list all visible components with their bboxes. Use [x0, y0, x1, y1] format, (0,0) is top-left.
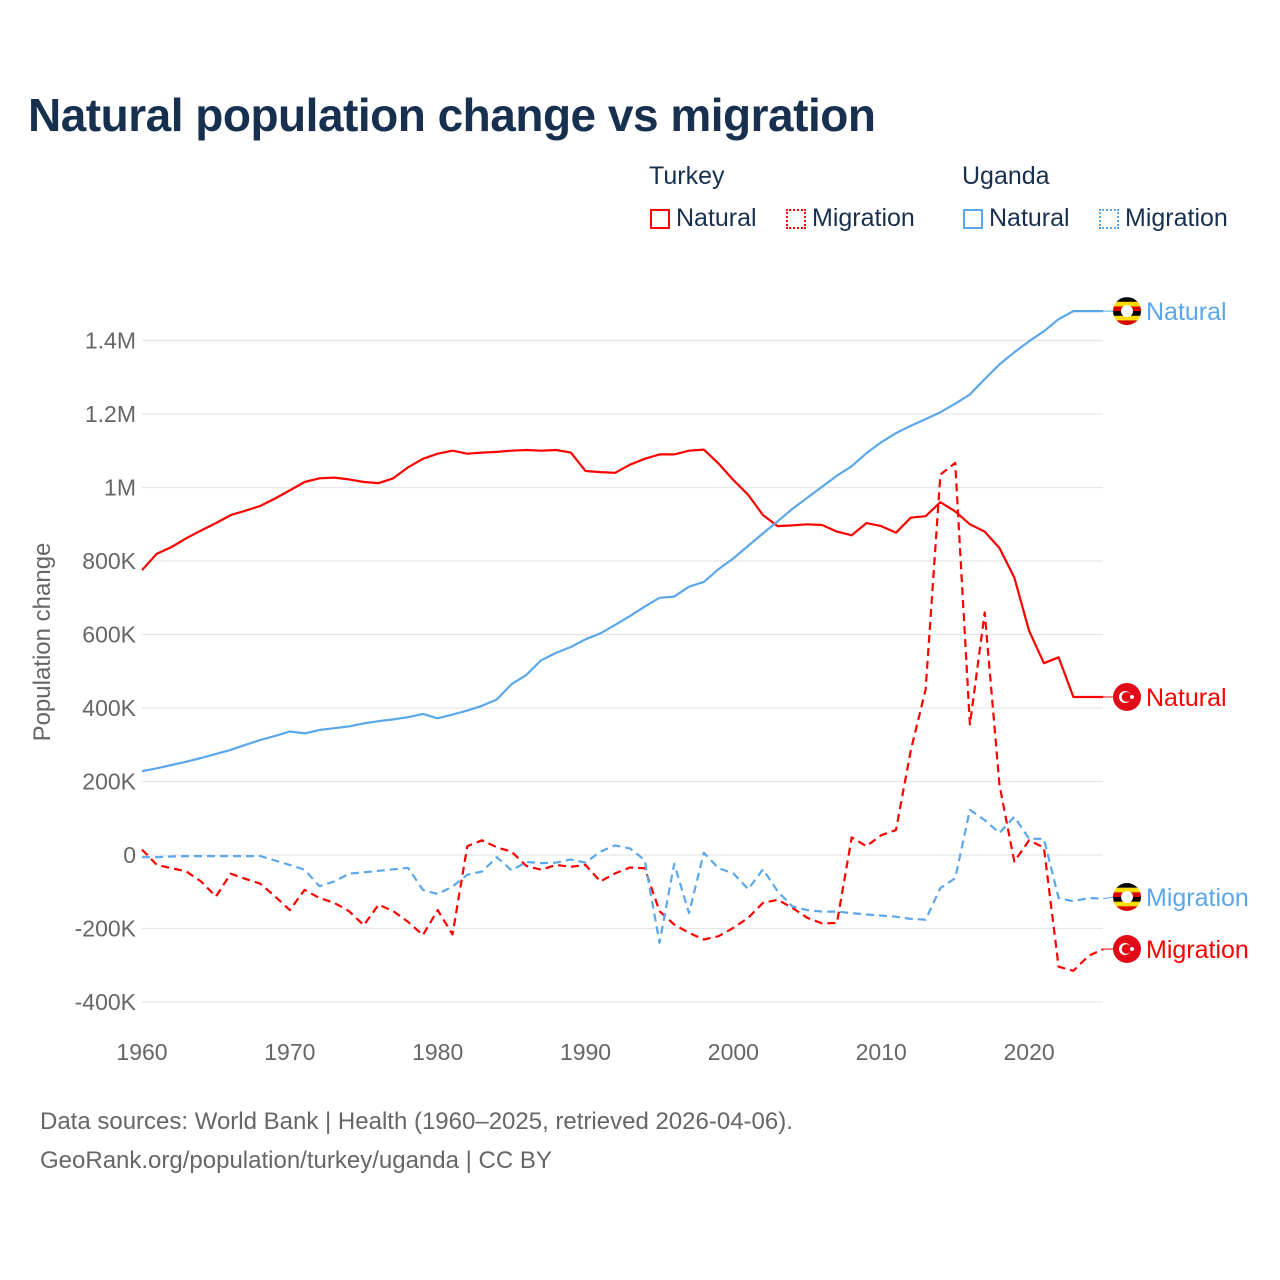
end-label-connector: [1102, 896, 1114, 900]
y-tick-label: 200K: [82, 769, 136, 795]
legend-item-turkey-migration[interactable]: Migration: [786, 204, 915, 233]
turkey-flag-icon: [1113, 935, 1141, 963]
y-tick-label: 1M: [104, 475, 136, 501]
flag-stripe: [1113, 883, 1141, 888]
flag-stripe: [1113, 297, 1141, 303]
x-tick-label: 1960: [116, 1039, 167, 1065]
y-tick-label: -200K: [75, 916, 137, 942]
series-line-uganda-migration: [142, 808, 1104, 944]
legend-label: Migration: [1125, 204, 1228, 232]
y-tick-label: 1.4M: [85, 328, 136, 354]
x-tick-label: 2000: [708, 1039, 759, 1065]
y-tick-label: 1.2M: [85, 401, 136, 427]
legend-item-uganda-migration[interactable]: Migration: [1099, 204, 1228, 233]
end-label-uganda-migration: Migration: [1146, 884, 1249, 912]
flag-stripe: [1113, 906, 1141, 911]
series-line-turkey-migration: [141, 461, 1104, 972]
series-line-turkey-natural: [141, 448, 1103, 699]
flag-crescent-cut: [1121, 944, 1132, 954]
flag-star: [1130, 694, 1134, 699]
footer-attribution: GeoRank.org/population/turkey/uganda | C…: [40, 1147, 552, 1174]
legend-item-uganda-natural[interactable]: Natural: [963, 204, 1070, 233]
y-tick-label: 400K: [82, 695, 136, 721]
legend-label: Migration: [812, 204, 915, 232]
y-tick-label: 0: [123, 842, 136, 868]
flag-emblem: [1121, 305, 1133, 318]
y-tick-label: -400K: [75, 989, 137, 1015]
legend-group-turkey: Turkey: [649, 162, 725, 190]
x-tick-label: 2020: [1003, 1039, 1054, 1065]
flag-stripe: [1113, 320, 1141, 326]
end-label-turkey-natural: Natural: [1146, 684, 1227, 712]
legend-group-uganda: Uganda: [962, 162, 1050, 190]
legend-swatch-dotted-red: [786, 208, 806, 229]
uganda-flag-icon: [1113, 883, 1141, 911]
flag-crescent-cut: [1121, 692, 1132, 702]
flag-stripe: [1113, 887, 1141, 893]
legend-label: Natural: [989, 204, 1070, 232]
legend-swatch-dotted-blue: [1099, 208, 1119, 229]
x-tick-label: 2010: [856, 1039, 907, 1065]
footer-sources: Data sources: World Bank | Health (1960–…: [40, 1108, 793, 1135]
x-tick-label: 1990: [560, 1039, 611, 1065]
turkey-flag-icon: [1113, 682, 1141, 711]
legend-swatch-solid-red: [650, 208, 670, 229]
chart-title: Natural population change vs migration: [28, 89, 876, 141]
series-line-uganda-natural: [141, 310, 1103, 773]
x-tick-label: 1980: [412, 1039, 463, 1065]
x-tick-label: 1970: [264, 1039, 315, 1065]
flag-stripe: [1113, 901, 1141, 907]
legend-item-turkey-natural[interactable]: Natural: [650, 204, 757, 233]
flag-star: [1130, 947, 1134, 951]
flag-emblem: [1121, 891, 1133, 903]
y-tick-label: 600K: [82, 622, 136, 648]
uganda-flag-icon: [1113, 297, 1141, 326]
end-label-uganda-natural: Natural: [1146, 298, 1227, 326]
flag-stripe: [1113, 301, 1141, 307]
y-axis-label: Population change: [29, 543, 56, 742]
end-label-turkey-migration: Migration: [1146, 936, 1249, 964]
legend-swatch-solid-blue: [963, 208, 983, 229]
y-tick-label: 800K: [82, 548, 136, 574]
flag-stripe: [1113, 315, 1141, 321]
legend-label: Natural: [676, 204, 757, 232]
